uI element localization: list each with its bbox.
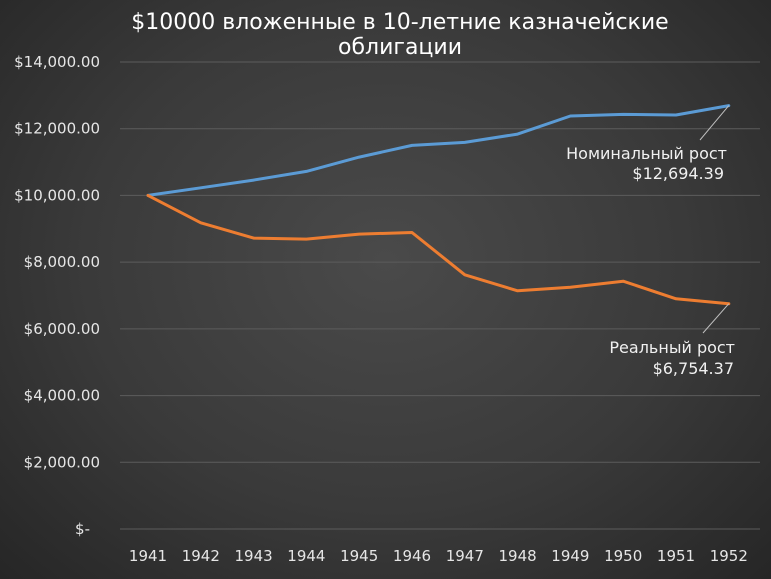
x-tick-label: 1950 (604, 547, 642, 565)
y-tick-label: $12,000.00 (14, 120, 100, 138)
nominal-leader-line (699, 105, 730, 141)
y-tick-label: $6,000.00 (24, 320, 100, 338)
y-tick-label: $14,000.00 (14, 53, 100, 71)
y-tick-label: $- (75, 520, 90, 538)
x-tick-label: 1941 (129, 547, 167, 565)
x-tick-label: 1943 (235, 547, 273, 565)
y-tick-label: $4,000.00 (24, 387, 100, 405)
x-tick-label: 1951 (657, 547, 695, 565)
x-tick-label: 1947 (446, 547, 484, 565)
x-tick-label: 1948 (499, 547, 537, 565)
nominal-growth-value: $12,694.39 (632, 164, 724, 183)
chart-title-line-1: $10000 вложенные в 10-летние казначейски… (131, 10, 668, 35)
x-tick-label: 1949 (551, 547, 589, 565)
y-tick-label: $8,000.00 (24, 253, 100, 271)
real-growth-line (146, 193, 731, 306)
series-lines (146, 104, 731, 306)
nominal-growth-line (146, 104, 731, 197)
real-growth-label: Реальный рост (609, 338, 735, 357)
x-tick-label: 1945 (340, 547, 378, 565)
x-tick-label: 1946 (393, 547, 431, 565)
x-tick-label: 1944 (287, 547, 325, 565)
y-axis-ticks: $- $2,000.00 $4,000.00 $6,000.00 $8,000.00 $1… (14, 53, 100, 538)
chart-title-line-2: облигации (338, 35, 462, 60)
x-tick-label: 1942 (182, 547, 220, 565)
real-leader-line (702, 303, 730, 334)
nominal-growth-label: Номинальный рост (566, 144, 727, 163)
x-axis-ticks: 1941 1942 1943 1944 1945 1946 1947 1948 1949 1950… (129, 547, 748, 565)
x-tick-label: 1952 (710, 547, 748, 565)
gridlines (120, 61, 760, 530)
y-tick-label: $2,000.00 (24, 453, 100, 471)
annotations: Номинальный рост $12,694.39 Реальный рос… (566, 105, 735, 378)
real-growth-value: $6,754.37 (653, 359, 734, 378)
y-tick-label: $10,000.00 (14, 186, 100, 204)
